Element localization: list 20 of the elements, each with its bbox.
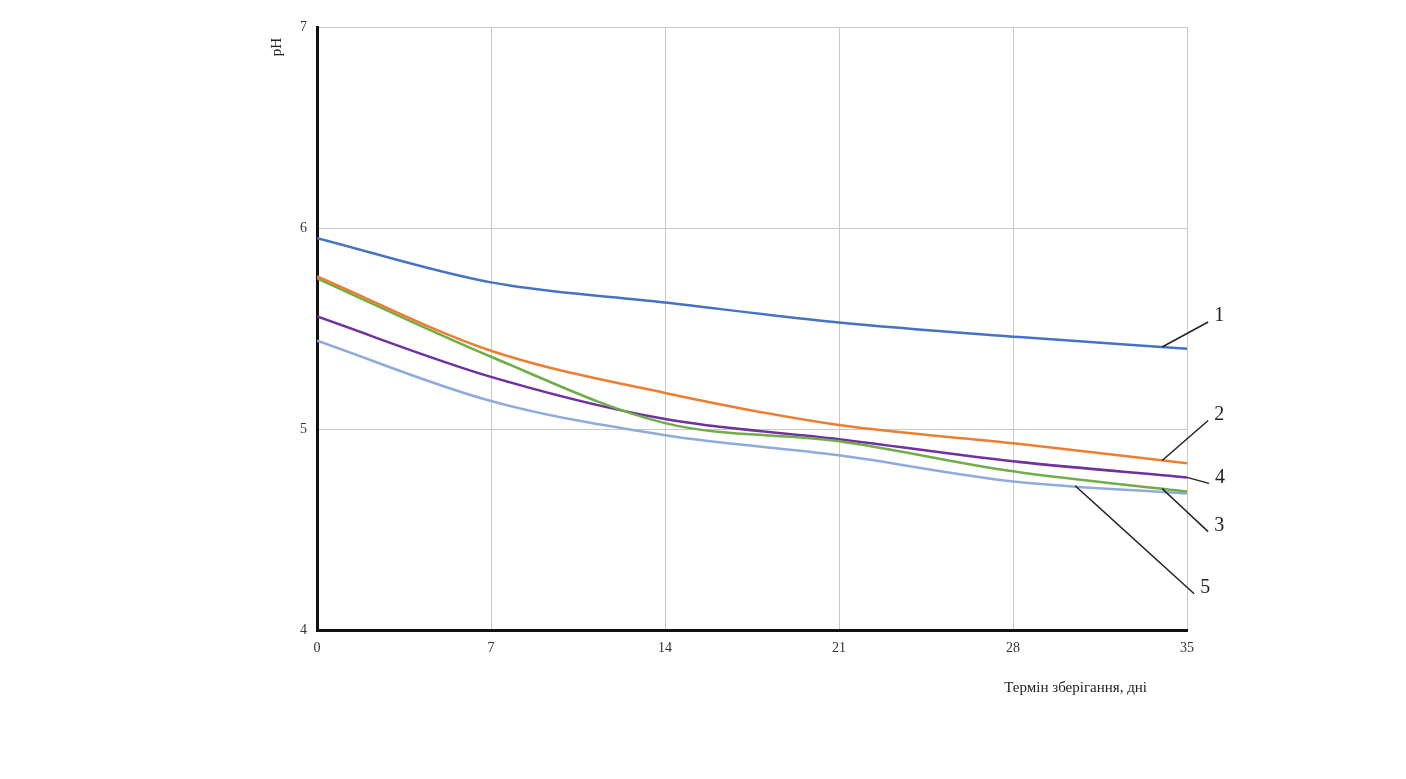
- series-label: 4: [1215, 464, 1225, 487]
- x-tick-label: 21: [832, 640, 846, 656]
- x-tick-label: 28: [1006, 640, 1020, 656]
- y-tick-label: 4: [300, 621, 307, 637]
- line-series: [317, 315, 1187, 479]
- series-label: 1: [1214, 303, 1225, 326]
- y-tick-label: 7: [300, 18, 307, 34]
- line-series: [317, 339, 1187, 495]
- y-axis-title: pH: [267, 37, 284, 57]
- series-label: 3: [1214, 512, 1225, 535]
- x-axis-title: Термін зберігання, дні: [1004, 678, 1147, 695]
- y-tick-label: 5: [300, 420, 307, 436]
- line-series: [317, 236, 1187, 350]
- x-tick-label: 35: [1180, 640, 1194, 656]
- x-tick-label: 0: [313, 640, 321, 656]
- text: 2: [1214, 401, 1225, 424]
- x-tick-label: 14: [658, 640, 672, 656]
- text: 5: [1200, 574, 1211, 597]
- x-tick-label: 7: [487, 640, 495, 656]
- y-tick-label: 6: [300, 219, 307, 235]
